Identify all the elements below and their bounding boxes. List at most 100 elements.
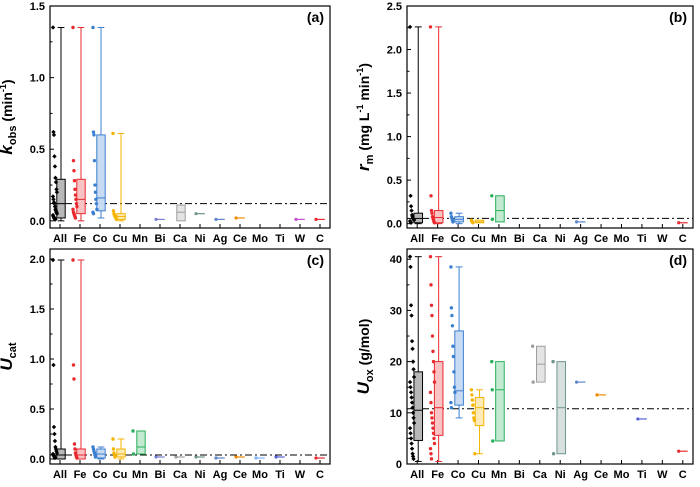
data-point bbox=[530, 344, 535, 348]
data-point bbox=[72, 169, 76, 173]
data-point bbox=[72, 442, 77, 446]
data-point bbox=[449, 306, 454, 310]
data-point bbox=[490, 388, 494, 392]
data-point bbox=[408, 264, 413, 270]
box-body bbox=[495, 361, 505, 442]
data-point bbox=[429, 208, 434, 213]
box-fe bbox=[71, 258, 86, 460]
data-point bbox=[428, 390, 433, 395]
x-tick-label: Ce bbox=[233, 233, 247, 245]
data-point bbox=[407, 379, 413, 385]
data-point bbox=[411, 367, 416, 372]
data-point bbox=[574, 380, 579, 384]
box-body bbox=[433, 361, 444, 436]
data-point bbox=[408, 385, 413, 390]
x-tick-label: Ni bbox=[195, 469, 206, 481]
data-point bbox=[52, 164, 58, 169]
box-ni bbox=[551, 359, 567, 456]
data-point bbox=[473, 452, 477, 456]
y-tick-label: 2.0 bbox=[30, 254, 45, 266]
data-point bbox=[52, 438, 58, 444]
data-point bbox=[113, 455, 117, 459]
data-point bbox=[174, 455, 178, 459]
x-tick-label: W bbox=[295, 233, 306, 245]
data-point bbox=[51, 132, 57, 138]
chart-panel-3: 0.0 0.5 1.0 1.5 2.0 All Fe Co Cu Mn Bi Ca Ni Ag Ce Mo Ti… bbox=[0, 248, 331, 481]
panel-label: (c) bbox=[307, 252, 324, 268]
data-point bbox=[428, 254, 433, 259]
panel-label: (a) bbox=[307, 9, 324, 25]
data-point bbox=[469, 388, 474, 392]
y-tick-label: 0.5 bbox=[30, 144, 45, 156]
x-tick-label: Cu bbox=[113, 469, 128, 481]
x-tick-label: All bbox=[410, 469, 424, 481]
box-cu bbox=[111, 131, 126, 222]
x-tick-label: Mo bbox=[614, 233, 630, 245]
data-point bbox=[449, 405, 454, 410]
data-point bbox=[551, 452, 556, 456]
data-point bbox=[72, 377, 76, 381]
data-point bbox=[490, 359, 494, 364]
data-point bbox=[411, 415, 416, 421]
box-all bbox=[50, 25, 66, 222]
y-tick-label: 0 bbox=[396, 459, 402, 471]
x-tick-label: C bbox=[679, 233, 687, 245]
box-ca bbox=[176, 204, 186, 222]
x-tick-label: Co bbox=[93, 233, 108, 245]
data-point bbox=[54, 448, 59, 454]
data-point bbox=[74, 201, 79, 206]
data-point bbox=[194, 455, 198, 459]
x-tick-label: Mn bbox=[132, 233, 148, 245]
data-point bbox=[52, 204, 58, 209]
data-point bbox=[73, 187, 77, 192]
data-point bbox=[74, 197, 78, 202]
data-point bbox=[254, 456, 258, 460]
box-ce bbox=[595, 393, 606, 397]
data-point bbox=[428, 25, 433, 29]
data-point bbox=[471, 221, 475, 225]
box-c bbox=[677, 221, 688, 225]
data-point bbox=[95, 207, 99, 212]
data-point bbox=[75, 456, 79, 460]
y-tick-label: 0.0 bbox=[30, 454, 45, 466]
data-point bbox=[91, 130, 96, 134]
x-tick-label: Ce bbox=[594, 469, 608, 481]
data-point bbox=[410, 405, 415, 410]
data-point bbox=[52, 431, 57, 437]
data-point bbox=[314, 217, 318, 222]
x-tick-label: Ti bbox=[275, 233, 285, 245]
plot-frame bbox=[49, 5, 331, 229]
y-tick-label: 20 bbox=[390, 357, 402, 369]
box-all bbox=[50, 257, 66, 461]
data-point bbox=[111, 209, 116, 213]
box-ni bbox=[194, 455, 205, 459]
box-ti bbox=[636, 417, 647, 421]
data-point bbox=[408, 390, 414, 395]
data-point bbox=[432, 221, 437, 225]
y-tick-label: 2.5 bbox=[387, 1, 402, 13]
y-tick-label: 1.0 bbox=[30, 73, 45, 85]
box-ce bbox=[234, 455, 245, 459]
box-ca bbox=[530, 344, 546, 384]
data-point bbox=[53, 444, 58, 450]
box-body bbox=[76, 178, 86, 215]
data-point bbox=[274, 455, 278, 459]
data-point bbox=[53, 217, 58, 222]
data-point bbox=[472, 418, 477, 423]
x-tick-label: Mo bbox=[252, 469, 268, 481]
x-tick-label: Fe bbox=[74, 469, 87, 481]
x-tick-label: Mn bbox=[491, 469, 507, 481]
data-point bbox=[408, 431, 413, 436]
data-point bbox=[450, 313, 454, 318]
x-tick-label: Cu bbox=[471, 469, 486, 481]
data-point bbox=[408, 193, 413, 198]
data-point bbox=[71, 25, 75, 30]
data-point bbox=[407, 24, 413, 30]
data-point bbox=[410, 346, 415, 352]
box-bi bbox=[154, 455, 165, 459]
data-point bbox=[410, 359, 416, 364]
data-point bbox=[93, 190, 98, 194]
y-tick-label: 30 bbox=[390, 305, 402, 317]
y-tick-label: 0.0 bbox=[387, 219, 402, 231]
data-point bbox=[94, 197, 98, 202]
